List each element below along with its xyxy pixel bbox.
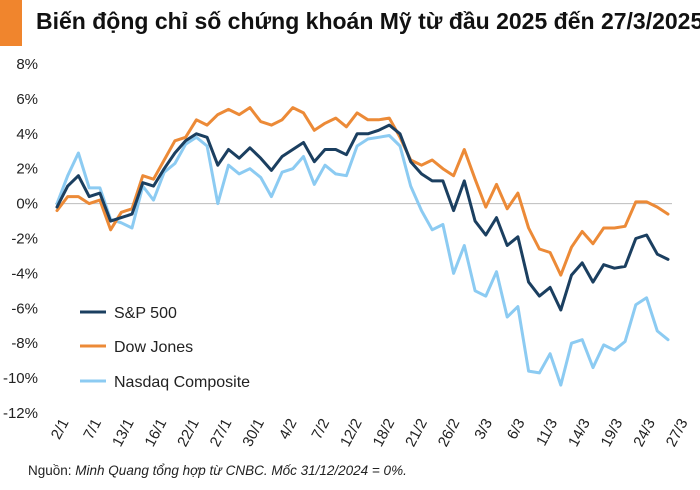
chart-title: Biến động chỉ số chứng khoán Mỹ từ đầu 2… — [36, 8, 700, 34]
y-tick-label: -6% — [11, 300, 38, 317]
x-tick-label: 4/2 — [276, 416, 301, 442]
y-tick-label: -10% — [3, 370, 38, 387]
y-tick-label: -8% — [11, 335, 38, 352]
title-accent-bar — [0, 0, 22, 46]
x-tick-label: 11/3 — [533, 416, 561, 449]
x-tick-label: 2/1 — [48, 416, 73, 442]
x-tick-label: 27/3 — [663, 416, 692, 450]
y-tick-label: -2% — [11, 231, 38, 248]
x-tick-label: 26/2 — [435, 416, 464, 450]
source-label: Nguồn: — [28, 463, 76, 478]
x-tick-label: 21/2 — [402, 416, 431, 450]
x-tick-label: 7/2 — [308, 416, 333, 442]
y-tick-label: 4% — [16, 126, 38, 143]
y-tick-label: 2% — [16, 161, 38, 178]
series-line-nasdaq — [55, 134, 670, 387]
y-tick-label: 6% — [16, 91, 38, 108]
y-tick-label: 8% — [16, 56, 38, 73]
legend-label-nasdaq: Nasdaq Composite — [114, 374, 250, 391]
source-note: Nguồn: Minh Quang tổng hợp từ CNBC. Mốc … — [28, 463, 407, 478]
source-text: Minh Quang tổng hợp từ CNBC. Mốc 31/12/2… — [75, 463, 407, 478]
x-tick-label: 16/1 — [142, 416, 171, 450]
y-tick-label: -4% — [11, 265, 38, 282]
chart-area: 8% 6% 4% 2% 0% -2% -4% -6% -8% -10% -12% 2/1 7/1 13/1… — [3, 56, 692, 450]
x-tick-label: 27/1 — [207, 416, 236, 450]
title-bar: Biến động chỉ số chứng khoán Mỹ từ đầu 2… — [0, 0, 700, 46]
x-tick-label: 14/3 — [565, 416, 594, 450]
x-tick-label: 24/3 — [630, 416, 659, 450]
x-tick-label: 12/2 — [337, 416, 366, 450]
x-tick-label: 13/1 — [109, 416, 138, 450]
legend-label-dow: Dow Jones — [114, 339, 193, 356]
x-tick-label: 18/2 — [370, 416, 399, 450]
x-tick-label: 19/3 — [598, 416, 627, 450]
y-tick-label: -12% — [3, 405, 38, 422]
x-tick-label: 3/3 — [471, 416, 496, 442]
series-line-dow — [55, 106, 670, 277]
x-tick-label: 22/1 — [174, 416, 203, 450]
series-line-sp500 — [55, 123, 670, 312]
legend-label-sp500: S&P 500 — [114, 305, 177, 322]
y-tick-label: 0% — [16, 196, 38, 213]
x-tick-label: 7/1 — [80, 416, 105, 442]
x-tick-label: 6/3 — [504, 416, 529, 442]
x-tick-label: 30/1 — [239, 416, 268, 450]
